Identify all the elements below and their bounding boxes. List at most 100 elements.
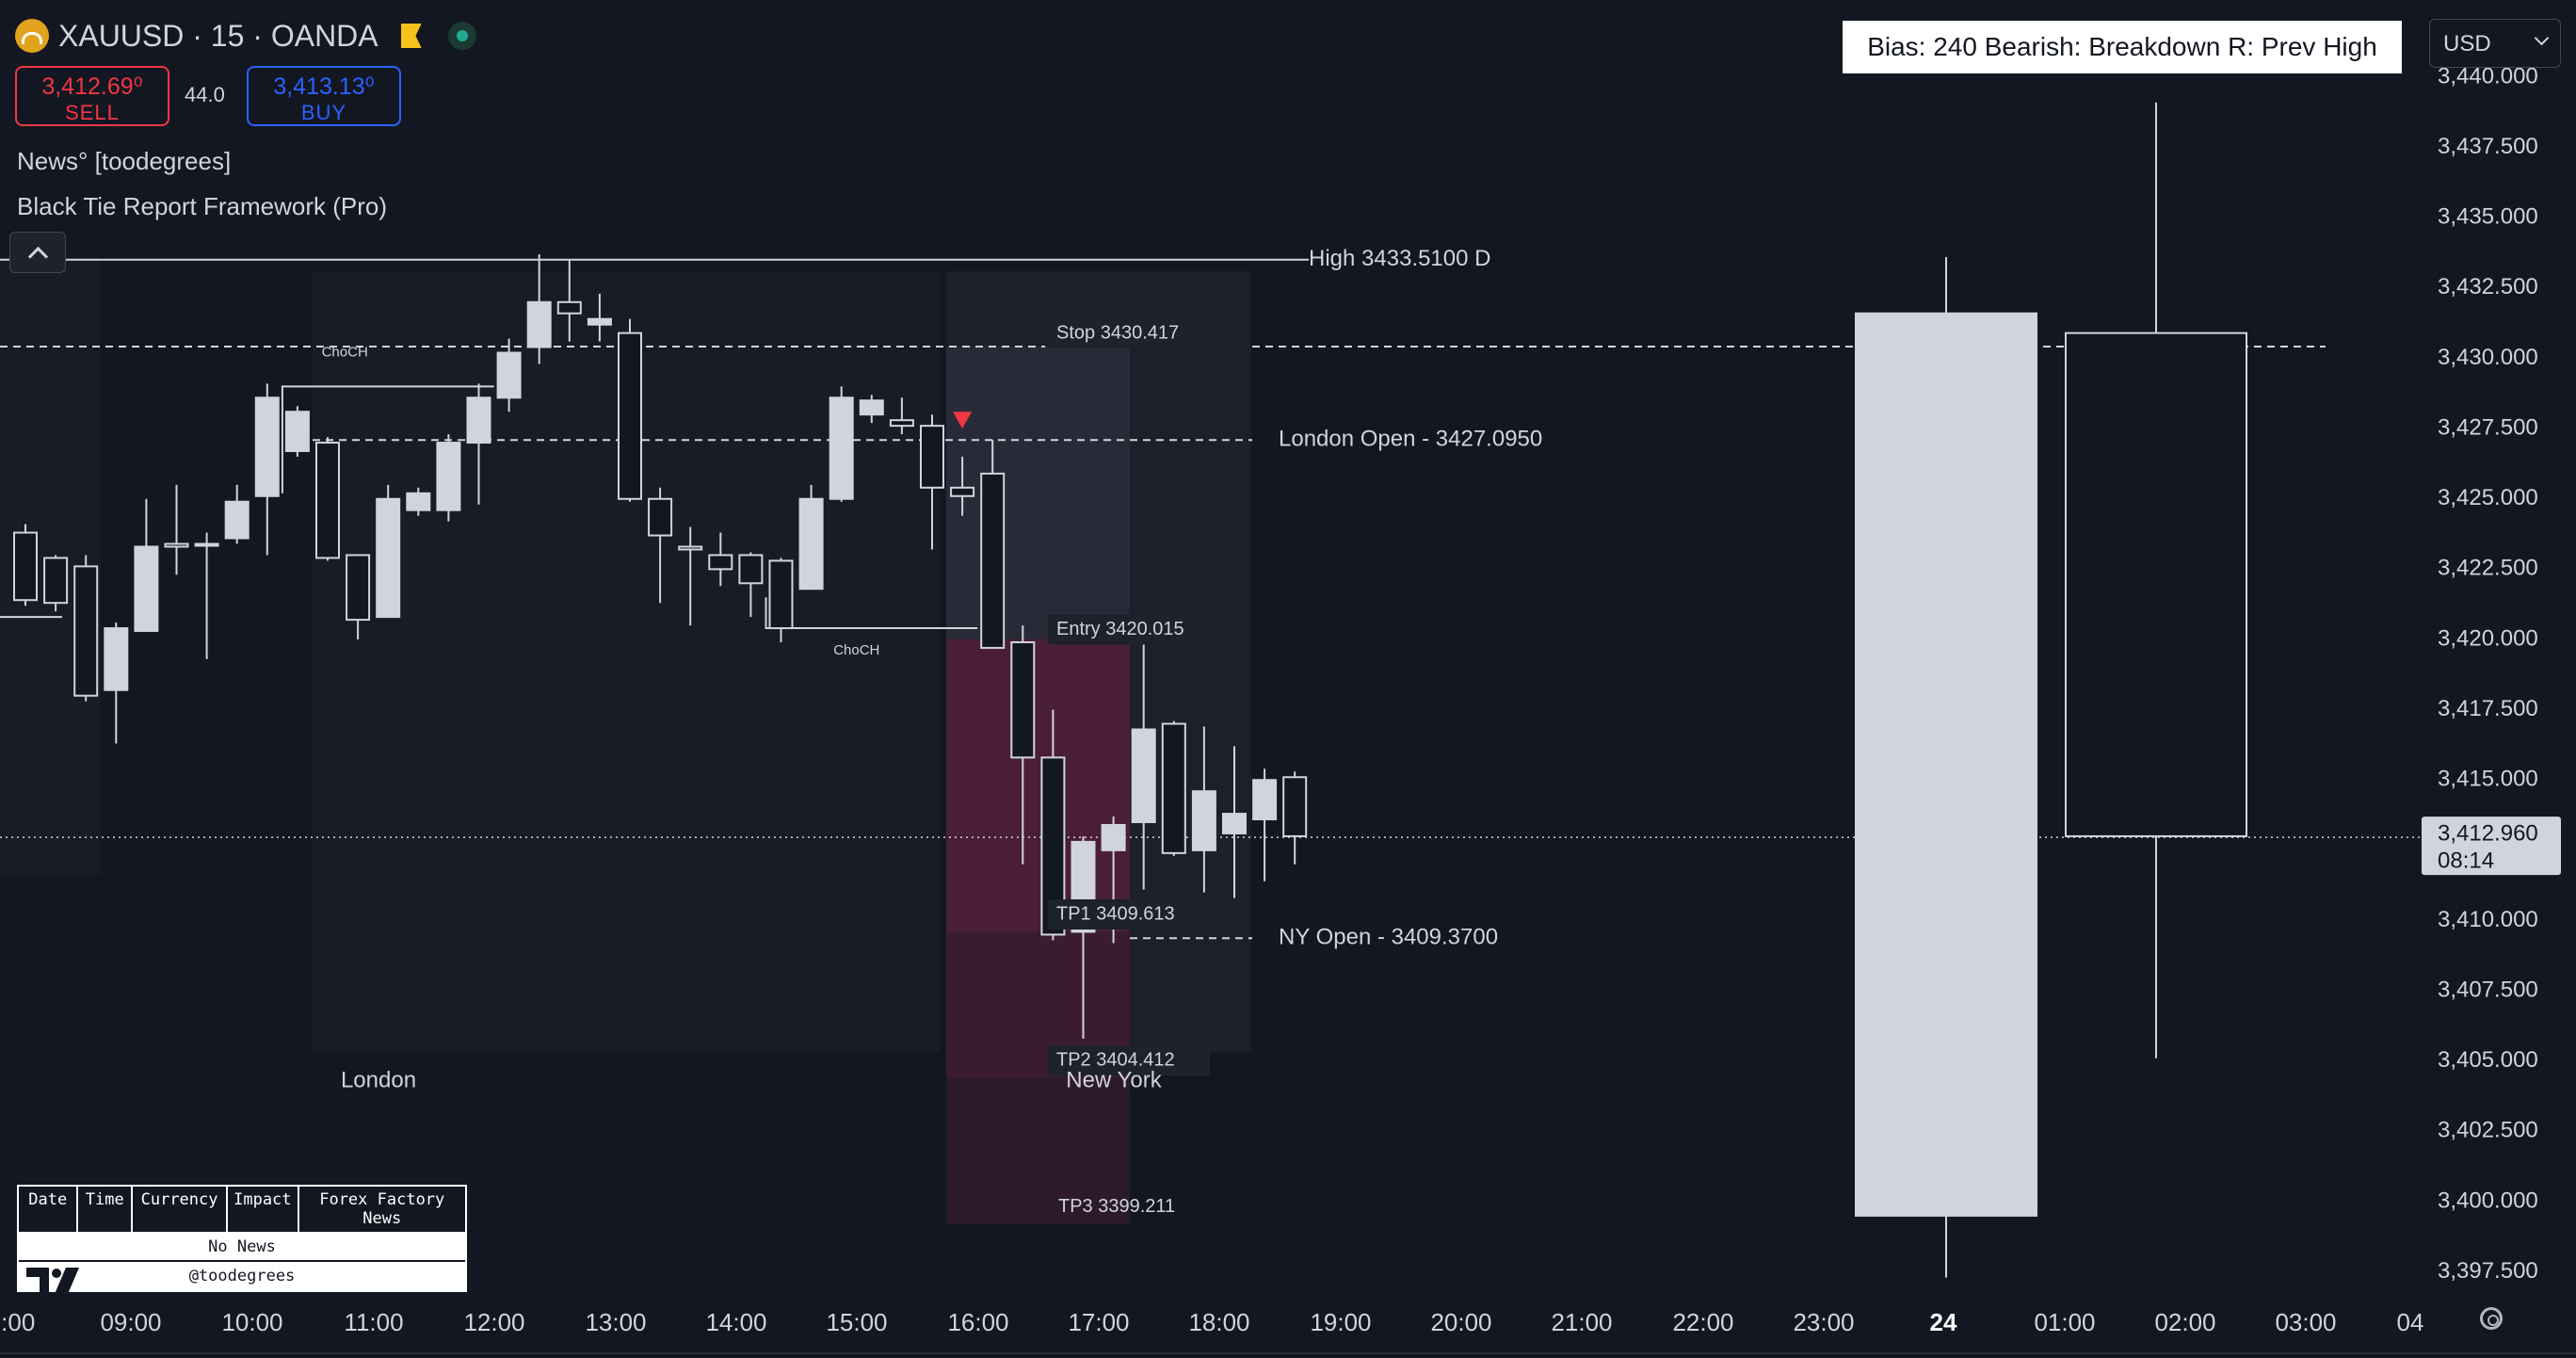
candle-body-down	[980, 472, 1006, 649]
candle[interactable]	[1282, 771, 1308, 865]
candle[interactable]	[526, 254, 552, 364]
tp1-zone	[946, 639, 1130, 932]
candle[interactable]	[224, 484, 250, 544]
candle[interactable]	[1161, 720, 1186, 856]
candle-body-down	[920, 425, 944, 489]
candle[interactable]	[315, 437, 340, 561]
candle[interactable]	[104, 622, 129, 744]
candle[interactable]	[980, 440, 1006, 649]
candle[interactable]	[376, 484, 401, 619]
market-status-icon[interactable]	[447, 22, 476, 50]
candle[interactable]	[436, 434, 461, 522]
candle[interactable]	[496, 338, 522, 412]
candle[interactable]	[254, 383, 280, 556]
candle-body-down	[73, 565, 99, 697]
settings-gear-icon[interactable]	[2480, 1307, 2503, 1330]
news-credit: @toodegrees	[188, 1267, 296, 1285]
stop-label-bg	[1048, 318, 1210, 349]
price-tick-label: 3,402.500	[2438, 1118, 2538, 1143]
symbol-row: XAUUSD · 15 · OANDA	[15, 17, 476, 55]
time-tick-label: 04	[2397, 1308, 2424, 1336]
price-tick-label: 3,397.500	[2438, 1258, 2538, 1284]
htf-candle-body-down	[2065, 331, 2247, 837]
news-table-header: Date Time Currency Impact Forex Factory …	[19, 1187, 465, 1234]
candle[interactable]	[43, 555, 69, 612]
news-row: No News	[19, 1234, 465, 1262]
price-tick-label: 3,430.000	[2438, 345, 2538, 370]
time-axis[interactable]: 8:00 09:00 10:00 11:00 12:00 13:00 14:00 15:00 1…	[0, 1294, 2576, 1358]
choch-label: ChoCH	[833, 642, 879, 658]
candle[interactable]	[346, 554, 371, 639]
currency-select[interactable]: USD	[2429, 19, 2561, 68]
current-price-badge[interactable]	[2422, 816, 2561, 876]
sell-button[interactable]: 3,412.69⁰ SELL	[15, 66, 169, 126]
candle[interactable]	[950, 456, 975, 516]
candle-body-up	[406, 492, 431, 511]
candle[interactable]	[920, 414, 944, 550]
candle[interactable]	[1252, 768, 1278, 881]
price-tick-label: 3,400.000	[2438, 1188, 2538, 1213]
price-tick-label: 3,417.500	[2438, 696, 2538, 721]
candle[interactable]	[587, 293, 612, 342]
entry-label-bg	[1048, 614, 1210, 645]
price-axis-bg	[2422, 0, 2576, 1358]
price-axis[interactable]: 3,440.0003,437.5003,435.0003,432.5003,43…	[2422, 0, 2576, 1358]
candle[interactable]	[1191, 726, 1216, 893]
candle[interactable]	[1222, 746, 1247, 898]
time-tick-label: 11:00	[344, 1308, 403, 1336]
candle[interactable]	[678, 526, 703, 626]
time-tick-label: 09:00	[100, 1308, 161, 1336]
candle[interactable]	[164, 484, 189, 575]
signal-marker-icon	[953, 412, 973, 429]
annotation-labels-layer: High 3433.5100 D Stop 3430.417 Entry 3420.…	[322, 246, 1543, 1217]
indicator-black-tie[interactable]: Black Tie Report Framework (Pro)	[17, 192, 387, 220]
candle[interactable]	[1010, 625, 1036, 865]
candle-body-up	[526, 300, 552, 348]
htf-candle[interactable]	[1855, 257, 2037, 1278]
bias-box: Bias: 240 Bearish: Breakdown R: Prev Hig…	[1843, 21, 2402, 73]
indicator-news[interactable]: News° [toodegrees]	[17, 147, 232, 175]
candle[interactable]	[889, 397, 914, 435]
collapse-legend-button[interactable]	[9, 232, 66, 273]
candle-body-up	[254, 396, 280, 497]
candle-body-up	[466, 396, 491, 445]
time-tick-label: 21:00	[1551, 1308, 1612, 1336]
tradingview-logo-icon	[26, 1268, 79, 1294]
price-tick-label: 3,422.500	[2438, 556, 2538, 581]
candle[interactable]	[194, 532, 219, 659]
htf-candles-layer	[1855, 102, 2247, 1278]
candle[interactable]	[798, 484, 824, 590]
candle-body-down	[618, 331, 642, 500]
candle[interactable]	[768, 558, 794, 642]
london-open-label: London Open - 3427.0950	[1279, 427, 1542, 452]
candle[interactable]	[708, 532, 733, 587]
time-tick-label: 17:00	[1068, 1308, 1129, 1336]
candle[interactable]	[859, 395, 884, 424]
candle[interactable]	[13, 524, 38, 606]
candle[interactable]	[134, 498, 159, 633]
candle[interactable]	[466, 383, 491, 505]
candle-body-down	[164, 542, 189, 548]
candle-body-up	[1252, 779, 1278, 821]
flag-icon[interactable]	[400, 24, 422, 48]
symbol-title[interactable]: XAUUSD · 15 · OANDA	[58, 18, 378, 53]
price-tick-label: 3,437.500	[2438, 134, 2538, 159]
candle[interactable]	[618, 318, 642, 502]
candle-body-down	[13, 531, 38, 602]
time-tick-label: 02:00	[2154, 1308, 2215, 1336]
candle[interactable]	[829, 386, 854, 502]
candle[interactable]	[738, 552, 764, 618]
candle[interactable]	[73, 555, 99, 702]
candle[interactable]	[1131, 622, 1156, 890]
candle[interactable]	[406, 487, 431, 516]
candle[interactable]	[648, 487, 673, 604]
candle-body-down	[43, 557, 69, 605]
time-tick-label: 15:00	[826, 1308, 887, 1336]
news-col-currency: Currency	[133, 1187, 229, 1232]
candle[interactable]	[284, 406, 310, 457]
buy-button[interactable]: 3,413.13⁰ BUY	[247, 66, 401, 126]
htf-candle[interactable]	[2065, 102, 2247, 1059]
candle[interactable]	[556, 260, 582, 342]
candle-body-up	[284, 411, 310, 453]
